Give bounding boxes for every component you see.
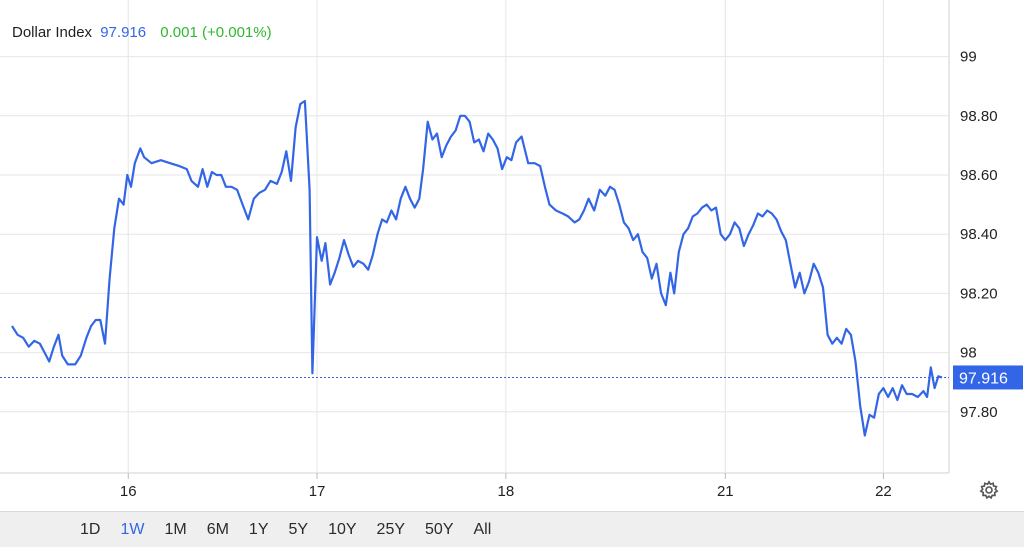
last-value-badge: 97.916	[953, 365, 1023, 390]
range-tab-25y[interactable]: 25Y	[376, 520, 406, 538]
range-tab-1y[interactable]: 1Y	[248, 520, 269, 538]
x-tick-label: 22	[875, 483, 892, 500]
x-tick-label: 21	[717, 483, 734, 500]
gear-icon[interactable]	[979, 480, 999, 500]
y-tick-label: 98.60	[960, 167, 998, 184]
x-tick-label: 18	[497, 483, 514, 500]
range-tab-all[interactable]: All	[473, 520, 492, 538]
range-tab-6m[interactable]: 6M	[206, 520, 229, 538]
range-tab-1d[interactable]: 1D	[80, 520, 101, 538]
last-value-badge-bg	[953, 365, 1023, 390]
y-tick-label: 98.40	[960, 226, 998, 243]
index-price: 97.916	[100, 24, 147, 41]
chart-area: 99 98.80 98.60 98.40 98.20 98 97.80 16 17 18 21 22…	[0, 0, 1023, 500]
index-name: Dollar Index	[12, 24, 93, 41]
range-tab-5y[interactable]: 5Y	[288, 520, 309, 538]
last-value-label: 97.916	[959, 370, 1008, 387]
series-line	[11, 99, 943, 437]
chart-grid	[0, 0, 950, 479]
y-tick-label: 98	[960, 345, 977, 362]
range-tab-10y[interactable]: 10Y	[328, 520, 357, 538]
y-tick-label: 98.20	[960, 285, 998, 302]
y-tick-label: 99	[960, 49, 977, 66]
y-tick-label: 97.80	[960, 404, 998, 421]
chart-header: Dollar Index 97.916 0.001 (+0.001%)	[12, 24, 272, 41]
index-change: 0.001 (+0.001%)	[160, 24, 272, 41]
x-tick-label: 16	[120, 483, 137, 500]
x-axis: 16 17 18 21 22	[120, 483, 892, 500]
range-selector-bar: 1D 1W 1M 6M 1Y 5Y 10Y 25Y 50Y All	[0, 511, 1024, 547]
range-tab-1w[interactable]: 1W	[120, 520, 145, 538]
x-tick-label: 17	[309, 483, 326, 500]
y-tick-label: 98.80	[960, 108, 998, 125]
y-axis: 99 98.80 98.60 98.40 98.20 98 97.80	[960, 49, 998, 421]
range-tab-50y[interactable]: 50Y	[425, 520, 454, 538]
range-tab-1m[interactable]: 1M	[164, 520, 187, 538]
range-tabs: 1D 1W 1M 6M 1Y 5Y 10Y 25Y 50Y All	[70, 512, 501, 547]
